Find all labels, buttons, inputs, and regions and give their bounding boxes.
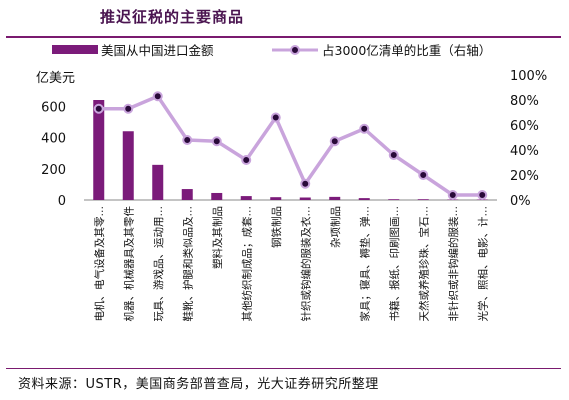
category-label: 玩具、游戏品、运动用…: [152, 206, 165, 322]
legend-bar-label: 美国从中国进口金额: [101, 43, 214, 58]
chart: 美国从中国进口金额 占3000亿清单的比重（右轴） 亿美元 0 200 400 600…: [36, 43, 547, 322]
bar: [329, 196, 341, 200]
line-point: [123, 103, 134, 114]
category-label: 其他纺织制成品；成套…: [240, 206, 253, 322]
category-labels: 电机、电气设备及其零… 机器、机械器具及其零件 玩具、游戏品、运动用… 鞋靴、护腿和类…: [93, 206, 490, 322]
right-tick-label: 20%: [510, 169, 539, 184]
bar: [181, 189, 193, 200]
category-label: 光学、照相、电影、计…: [476, 206, 489, 322]
bar: [417, 199, 429, 200]
source-note: 资料来源：USTR，美国商务部普查局，光大证券研究所整理: [18, 377, 379, 392]
line-point: [388, 150, 399, 160]
line-point: [300, 178, 311, 189]
line-point: [329, 136, 340, 147]
category-label: 电机、电气设备及其零…: [93, 206, 106, 322]
legend-line-label: 占3000亿清单的比重（右轴）: [322, 43, 491, 58]
left-tick-label: 0: [58, 194, 66, 209]
category-label: 钢铁制品: [270, 206, 283, 248]
category-label: 非针织或非钩编的服装…: [447, 206, 460, 322]
bar: [388, 199, 400, 200]
line-point: [477, 190, 488, 200]
line-point: [447, 190, 458, 200]
left-tick-label: 400: [41, 132, 66, 147]
bar: [358, 198, 370, 200]
line-point: [211, 136, 222, 147]
right-axis-ticks: 0% 20% 40% 60% 80% 100%: [510, 69, 547, 209]
category-label: 针织或钩编的服装及衣…: [299, 206, 312, 322]
category-label: 杂项制品: [329, 206, 342, 248]
line-point: [93, 103, 104, 114]
line-point: [182, 135, 193, 145]
bar: [270, 197, 282, 200]
line-point: [359, 123, 370, 134]
chart-title: 推迟征税的主要商品: [100, 8, 245, 26]
left-tick-label: 200: [41, 163, 66, 178]
category-label: 塑料及其制品: [211, 206, 224, 269]
category-label: 家具；寝具、褥垫、弹…: [358, 206, 371, 322]
bar: [152, 164, 164, 200]
bar: [299, 197, 311, 200]
line-series: [93, 91, 488, 200]
category-label: 天然或养殖珍珠、宝石…: [417, 206, 430, 322]
bar: [240, 196, 252, 200]
bar-series: [93, 100, 488, 200]
bar: [93, 100, 105, 200]
legend: 美国从中国进口金额 占3000亿清单的比重（右轴）: [52, 43, 491, 58]
left-axis-ticks: 0 200 400 600: [41, 100, 66, 209]
top-divider: [6, 36, 561, 38]
bar: [211, 192, 223, 200]
category-label: 鞋靴、护腿和类似品及…: [181, 206, 194, 322]
right-tick-label: 80%: [510, 94, 539, 109]
line-point: [152, 91, 163, 102]
right-tick-label: 100%: [510, 69, 547, 84]
series-line: [98, 94, 483, 197]
line-point: [241, 155, 252, 165]
legend-line-marker: [290, 45, 300, 55]
line-point: [418, 170, 429, 180]
category-label: 机器、机械器具及其零件: [122, 206, 135, 322]
bottom-divider: [6, 368, 561, 369]
category-label: 书籍、报纸、印刷图画…: [388, 206, 401, 322]
legend-bar-swatch: [52, 45, 98, 54]
right-tick-label: 40%: [510, 144, 539, 159]
left-tick-label: 600: [41, 100, 66, 115]
y-axis-unit-label: 亿美元: [36, 71, 75, 86]
bar: [122, 131, 134, 200]
line-point: [270, 112, 281, 123]
right-tick-label: 0%: [510, 194, 531, 209]
right-tick-label: 60%: [510, 119, 539, 134]
